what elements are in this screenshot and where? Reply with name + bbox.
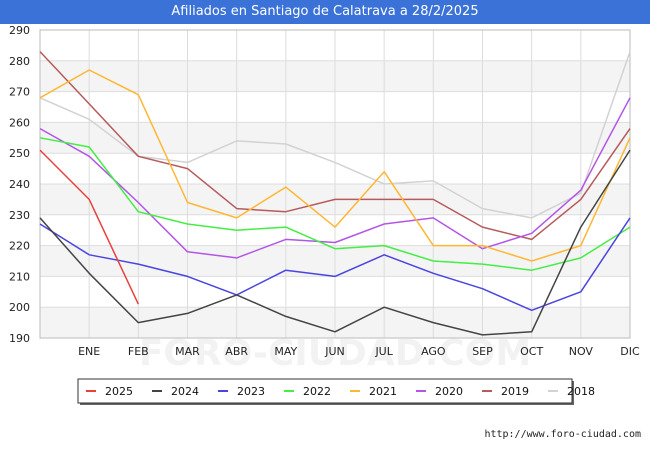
plot-frame: [39, 29, 631, 339]
x-tick-label: MAY: [274, 345, 297, 358]
x-axis-ticks: ENE FEB MAR ABR MAY JUN JUL AGO SEP OCT NOV DIC: [78, 345, 640, 358]
legend-label-2021: 2021: [369, 385, 397, 398]
x-tick-label: SEP: [472, 345, 493, 358]
x-tick-label: FEB: [128, 345, 149, 358]
series-line-2022: [39, 137, 631, 271]
series-line-2021: [39, 69, 631, 262]
y-tick-label: 270: [9, 86, 30, 99]
y-axis-ticks: 190 200 210 220 230 240 250 260 270 280 290: [9, 24, 30, 345]
y-tick-label: 250: [9, 147, 30, 160]
legend: 2025 2024 2023 2022 2021 2020 2019 2018: [77, 378, 595, 405]
watermark: FORO-CIUDAD.COM: [139, 333, 531, 374]
series-line-2019: [39, 51, 631, 241]
x-tick-label: MAR: [175, 345, 200, 358]
x-tick-label: AGO: [421, 345, 446, 358]
x-tick-label: DIC: [620, 345, 640, 358]
x-tick-label: JUN: [324, 345, 345, 358]
legend-label-2020: 2020: [435, 385, 463, 398]
y-tick-label: 260: [9, 116, 30, 129]
series-line-2023: [39, 217, 631, 312]
series-lines: [39, 51, 631, 336]
y-tick-label: 200: [9, 301, 30, 314]
series-line-2024: [39, 149, 631, 336]
series-line-2020: [39, 97, 631, 259]
source-url: http://www.foro-ciudad.com: [484, 429, 641, 440]
x-tick-label: NOV: [569, 345, 594, 358]
y-tick-label: 240: [9, 178, 30, 191]
legend-label-2022: 2022: [303, 385, 331, 398]
y-tick-label: 280: [9, 55, 30, 68]
legend-label-2024: 2024: [171, 385, 199, 398]
legend-label-2018: 2018: [567, 385, 595, 398]
chart-title: Afiliados en Santiago de Calatrava a 28/…: [0, 0, 650, 24]
y-tick-label: 210: [9, 270, 30, 283]
y-tick-label: 230: [9, 209, 30, 222]
legend-label-2019: 2019: [501, 385, 529, 398]
y-tick-label: 190: [9, 332, 30, 345]
series-line-2025: [39, 149, 139, 305]
x-tick-label: ABR: [225, 345, 248, 358]
x-tick-label: ENE: [78, 345, 100, 358]
x-tick-label: OCT: [520, 345, 543, 358]
legend-label-2023: 2023: [237, 385, 265, 398]
y-tick-label: 220: [9, 240, 30, 253]
y-tick-label: 290: [9, 24, 30, 37]
legend-label-2025: 2025: [105, 385, 133, 398]
x-tick-label: JUL: [374, 345, 393, 358]
